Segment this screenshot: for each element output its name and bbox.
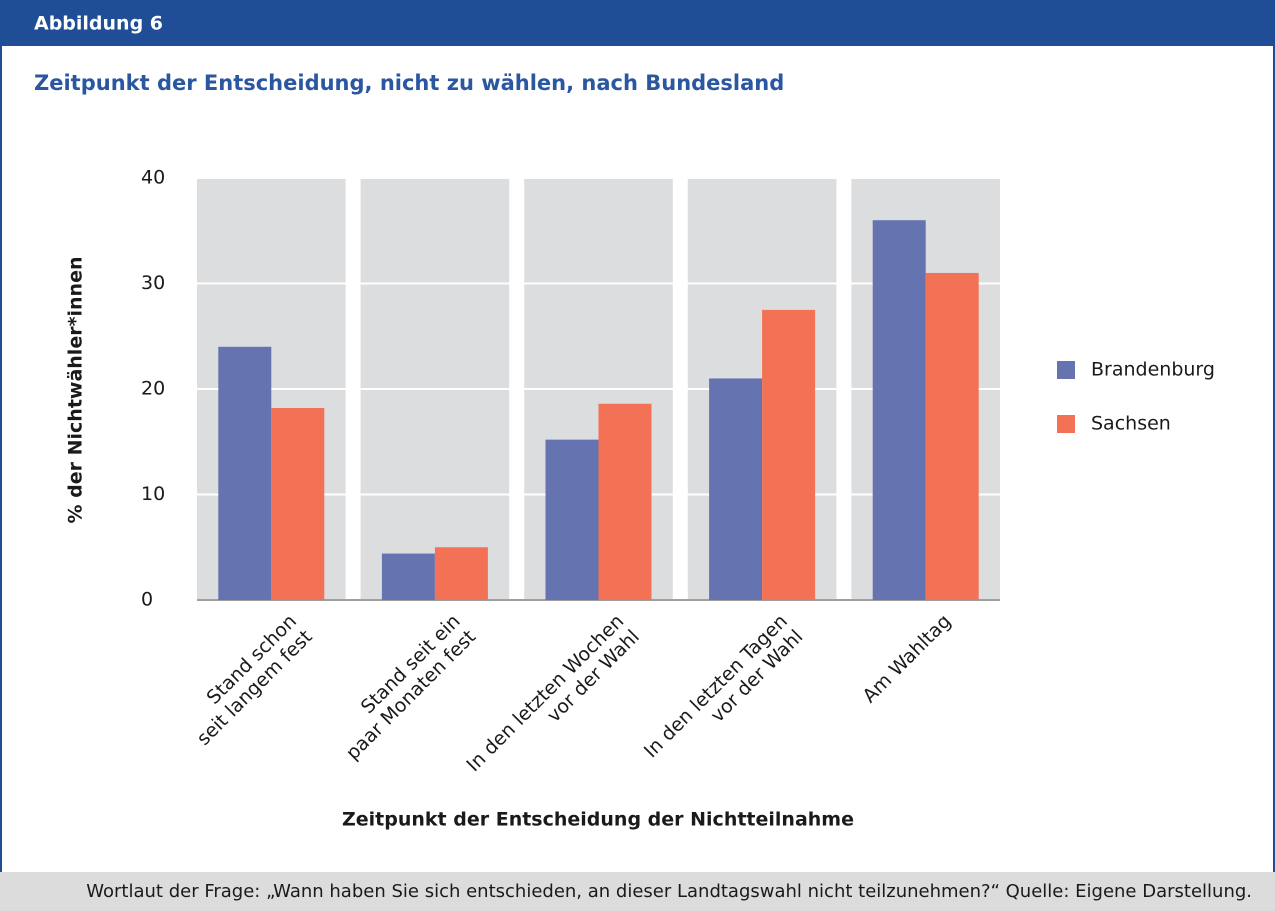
chart-title: Zeitpunkt der Entscheidung, nicht zu wäh… xyxy=(34,71,784,95)
bar xyxy=(598,403,652,600)
header: Abbildung 6 xyxy=(34,13,163,35)
bar xyxy=(545,439,599,600)
legend-label: Sachsen xyxy=(1091,413,1171,435)
bar xyxy=(925,272,979,600)
y-tick-label: 20 xyxy=(141,378,165,400)
bar xyxy=(218,346,272,600)
bar xyxy=(434,547,488,600)
y-tick-label: 40 xyxy=(141,167,165,189)
y-tick-label: 30 xyxy=(141,272,165,294)
legend-label: Brandenburg xyxy=(1091,359,1215,381)
y-tick-label: 0 xyxy=(141,589,153,611)
bar xyxy=(381,553,435,600)
legend-swatch xyxy=(1057,415,1075,433)
bar xyxy=(872,220,926,600)
header-bar xyxy=(0,0,1275,46)
x-axis-label: Zeitpunkt der Entscheidung der Nichtteil… xyxy=(342,809,854,831)
bar xyxy=(709,378,763,600)
footer-bar xyxy=(0,872,1275,911)
y-tick-label: 10 xyxy=(141,483,165,505)
y-axis-label: % der Nichtwähler*innen xyxy=(65,257,87,524)
legend-swatch xyxy=(1057,361,1075,379)
bar xyxy=(762,309,816,600)
bar xyxy=(271,407,325,600)
note: Wortlaut der Frage: „Wann haben Sie sich… xyxy=(86,881,1252,902)
